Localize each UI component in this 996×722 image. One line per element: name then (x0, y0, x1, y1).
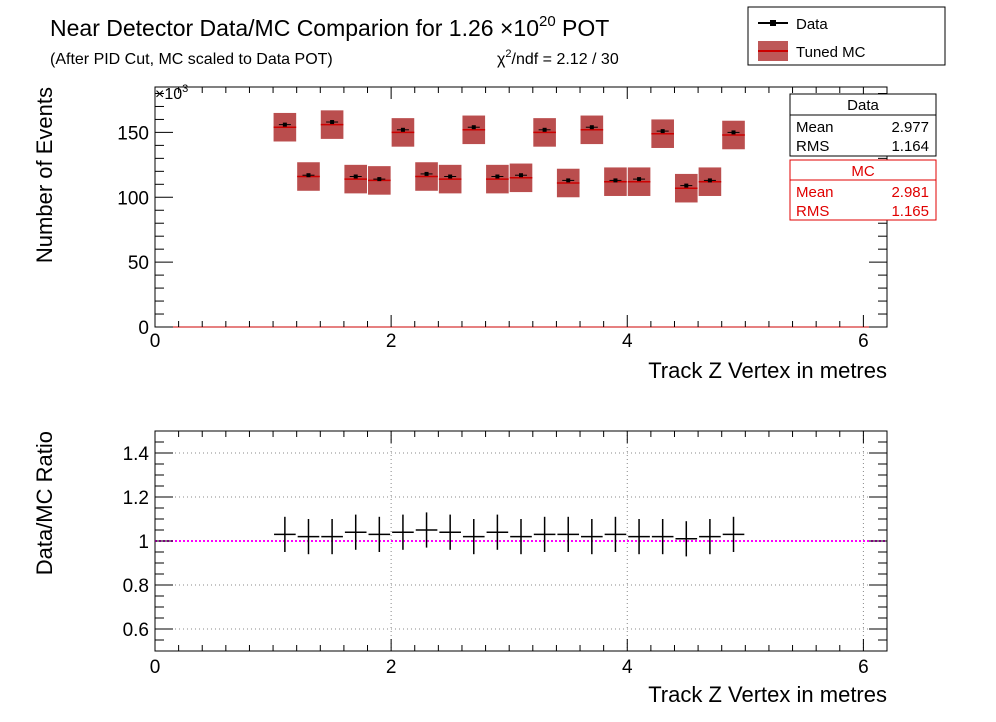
stats-data-frame (789, 93, 937, 157)
data-point (495, 174, 500, 179)
stats-data-rms-label: RMS (796, 138, 829, 155)
bottom-panel: 0 2 4 6 0.6 0.8 1 1.2 1.4 Track Z Vertex in metr… (32, 430, 888, 707)
y-tick-label: 0.8 (123, 576, 149, 597)
data-point (519, 173, 523, 178)
data-point (471, 125, 476, 130)
x-tick-label: 4 (622, 657, 633, 678)
bottom-x-axis-label: Track Z Vertex in metres (648, 682, 887, 707)
legend-data-marker (770, 20, 776, 26)
y-tick-label: 50 (128, 253, 149, 274)
y-tick-label: 1.4 (123, 444, 150, 465)
data-point (306, 173, 311, 178)
stats-mc-frame (789, 159, 937, 221)
data-point (707, 178, 712, 183)
chi2-label: χ2/ndf = 2.12 / 30 (497, 48, 619, 68)
y-tick-label: 1.2 (123, 488, 149, 509)
x-tick-label: 4 (622, 331, 633, 352)
legend: Data Tuned MC (747, 6, 946, 66)
top-axes: 0 2 4 6 0 50 100 150 (117, 87, 888, 352)
stats-data-mean-label: Mean (796, 119, 834, 136)
data-point (330, 120, 335, 125)
data-point (353, 174, 358, 179)
y-tick-label: 1 (138, 532, 149, 553)
y-tick-label: 0.6 (123, 620, 149, 641)
x-tick-label: 0 (150, 331, 161, 352)
stats-mc-title: MC (851, 163, 874, 180)
top-panel: 0 2 4 6 0 50 100 150 ×103 Track Z Vertex in met… (32, 83, 888, 383)
top-y-axis-label: Number of Events (32, 87, 57, 263)
chart-title: Near Detector Data/MC Comparion for 1.26… (50, 13, 609, 41)
data-point (637, 177, 642, 182)
data-point (731, 130, 736, 135)
ratio-points (274, 512, 745, 557)
stats-mc-rms-label: RMS (796, 203, 829, 220)
legend-data-label: Data (796, 16, 828, 33)
bottom-grid (155, 431, 887, 651)
x-tick-label: 2 (386, 331, 397, 352)
top-plot-frame (154, 86, 888, 328)
stats-mc-mean-value: 2.981 (891, 184, 929, 201)
y-tick-label: 100 (117, 188, 149, 209)
top-data-points (278, 120, 740, 188)
data-point (377, 177, 382, 182)
x-tick-label: 0 (150, 657, 161, 678)
stats-mc-box: MC Mean 2.981 RMS 1.165 (789, 159, 937, 221)
data-point (684, 183, 689, 188)
y-tick-label: 0 (138, 318, 149, 339)
data-point (542, 127, 547, 132)
stats-data-title: Data (847, 97, 879, 114)
chart-subtitle: (After PID Cut, MC scaled to Data POT) (50, 51, 333, 68)
y-multiplier-label: ×103 (155, 83, 188, 103)
data-point (448, 174, 453, 179)
top-x-axis-label: Track Z Vertex in metres (648, 358, 887, 383)
x-tick-label: 6 (858, 657, 869, 678)
data-point (282, 122, 287, 127)
bottom-axes: 0 2 4 6 0.6 0.8 1 1.2 1.4 (123, 430, 888, 678)
data-point (400, 127, 405, 132)
y-tick-label: 150 (117, 123, 149, 144)
stats-mc-rms-value: 1.165 (891, 203, 929, 220)
stats-data-mean-value: 2.977 (891, 119, 929, 136)
x-tick-label: 6 (858, 331, 869, 352)
stats-data-box: Data Mean 2.977 RMS 1.164 (789, 93, 937, 157)
legend-mc-label: Tuned MC (796, 44, 866, 61)
data-point (613, 178, 618, 183)
stats-data-rms-value: 1.164 (891, 138, 929, 155)
stats-mc-mean-label: Mean (796, 184, 834, 201)
bottom-y-axis-label: Data/MC Ratio (32, 431, 57, 575)
data-point (660, 129, 665, 134)
data-point (424, 171, 429, 176)
top-mc-bands (155, 110, 887, 328)
x-tick-label: 2 (386, 657, 397, 678)
data-point (566, 178, 571, 183)
data-point (589, 125, 594, 130)
